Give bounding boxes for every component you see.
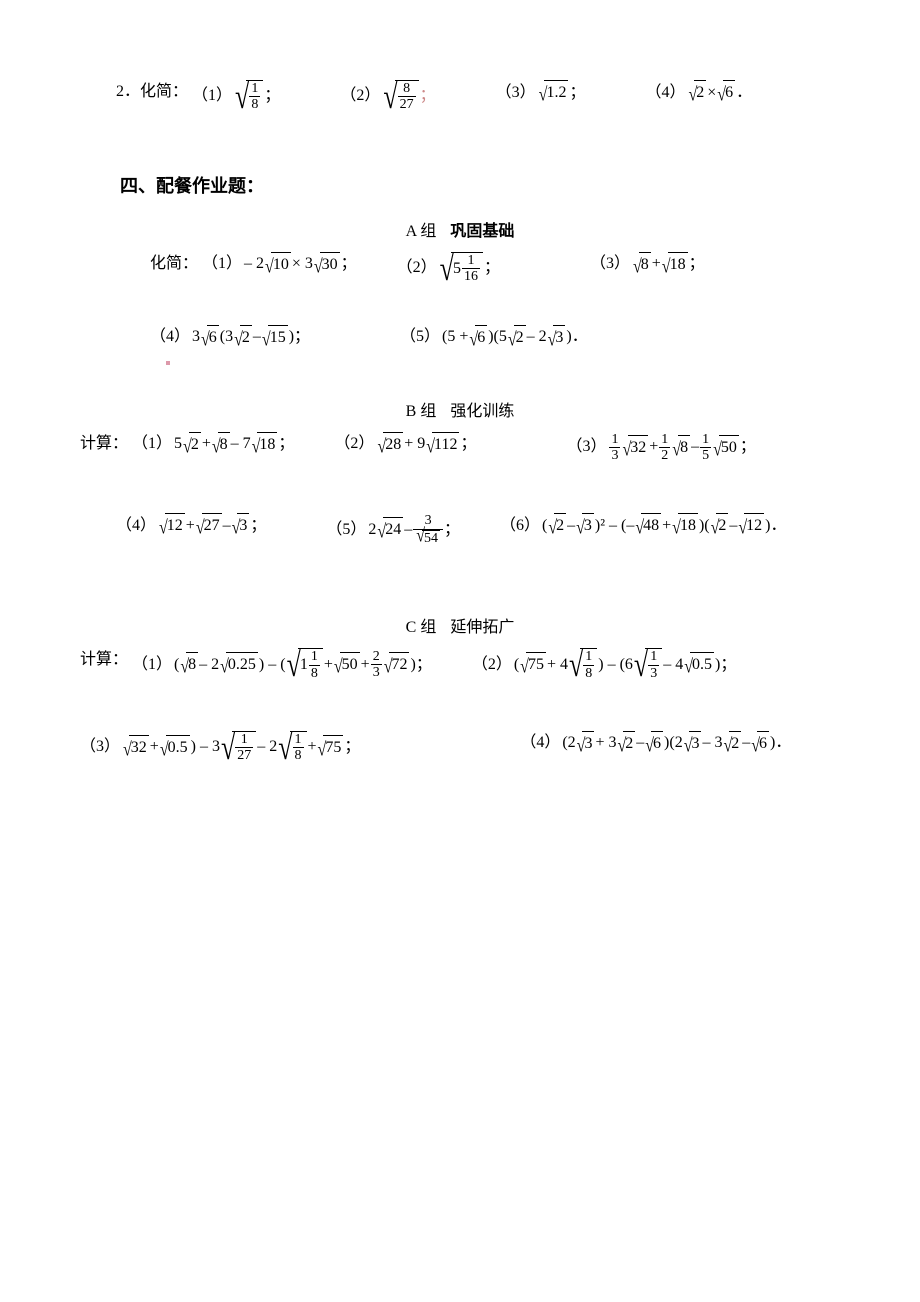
b1: （1） 5 √2 + √8 – 7 √18 ； [132, 432, 294, 457]
groupC-row2: （3） √32 + √0.5 ) – 3 √ 127 – 2 √ 18 + √7… [80, 731, 840, 764]
c3: （3） √32 + √0.5 ) – 3 √ 127 – 2 √ 18 + √7… [80, 731, 360, 764]
groupA-row1: 化简： （1） – 2 √10 × 3 √30 ； （2） √ 5 116 ； … [150, 252, 840, 285]
groupC-row1: 计算： （1） ( √8 – 2 √0.25 ) – ( √ 1 18 + √5… [80, 648, 840, 681]
sqrt-icon: √ 18 [235, 80, 263, 113]
q2-2: （2） √ 827 ； [340, 80, 435, 113]
a2: （2） √ 5 116 ； [397, 252, 500, 285]
b4: （4） √12 + √27 – √3 ； [116, 513, 266, 538]
b3: （3） 13 √32 + 12 √8 – 15 √50 ； [566, 432, 755, 464]
groupB-row1: 计算： （1） 5 √2 + √8 – 7 √18 ； （2） √28 + 9 … [80, 432, 840, 464]
q2-4: （4） √2 × √6 ． [645, 80, 752, 105]
c4: （4） (2 √3 + 3 √2 – √6 )(2 √3 – 3 √2 – √6… [520, 731, 791, 756]
b5: （5） 2 √24 – 3 √54 ； [326, 513, 460, 546]
a3: （3） √8 + √18 ； [590, 252, 705, 277]
c1: （1） ( √8 – 2 √0.25 ) – ( √ 1 18 + √50 + … [132, 648, 432, 681]
group-b-title: B 组 强化训练 [80, 400, 840, 424]
sqrt-icon: √1.2 [539, 80, 569, 105]
a4: （4） 3 √6 (3 √2 – √15 ) ； [150, 325, 310, 350]
q2-3: （3） √1.2 ； [496, 80, 586, 105]
q2-lead: 2．化简： [116, 80, 188, 104]
group-a-title: A 组 巩固基础 [80, 220, 840, 244]
label: （1） [192, 84, 232, 108]
q2-1: （1） √ 18 ； [192, 80, 280, 113]
a1: （1） – 2 √10 × 3 √30 ； [202, 252, 357, 277]
section-4-title: 四、配餐作业题： [120, 173, 840, 200]
q2-row: 2．化简： （1） √ 18 ； （2） √ 827 ； （3） √1.2 ； … [116, 80, 840, 113]
sqrt-icon: √ 827 [383, 80, 418, 113]
group-c-title: C 组 延伸拓广 [80, 616, 840, 640]
a5: （5） (5 + √6 )(5 √2 – 2 √3 ) ． [400, 325, 588, 350]
groupA-row2: （4） 3 √6 (3 √2 – √15 ) ； （5） (5 + √6 )(5… [150, 325, 840, 350]
artifact-dot [166, 361, 170, 365]
b2: （2） √28 + 9 √112 ； [334, 432, 476, 457]
c2: （2） ( √75 + 4 √ 18 ) – (6 √ 13 – 4 √0.5 … [472, 648, 737, 681]
b6: （6） ( √2 – √3 )² – (– √48 + √18 )( √2 – … [500, 513, 787, 538]
groupB-row2: （4） √12 + √27 – √3 ； （5） 2 √24 – 3 √54 ；… [116, 513, 840, 546]
